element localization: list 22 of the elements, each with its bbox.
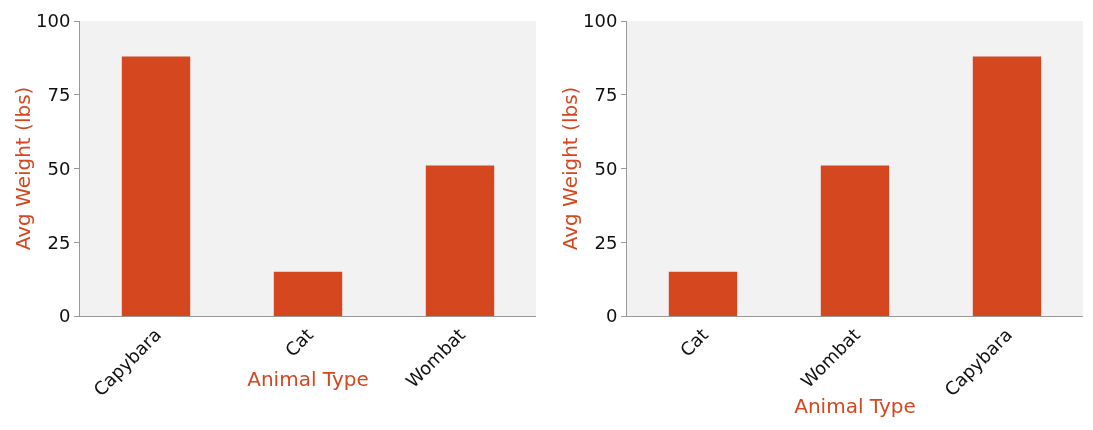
bar: [273, 271, 343, 316]
bar: [820, 165, 890, 316]
x-axis-title: Animal Type: [247, 367, 369, 391]
bar: [668, 271, 738, 316]
y-tick-label: 25: [594, 231, 618, 253]
y-tick-label: 100: [583, 10, 618, 32]
bar: [425, 165, 495, 316]
y-tick-label: 0: [58, 305, 71, 327]
x-tick-label: Cat: [675, 323, 713, 361]
y-axis-title: Avg Weight (lbs): [11, 86, 35, 251]
y-tick-label: 75: [47, 84, 71, 106]
y-tick-label: 100: [36, 10, 71, 32]
x-tick-label: Cat: [280, 323, 318, 361]
bar: [972, 56, 1042, 316]
x-axis-title: Animal Type: [794, 393, 916, 418]
y-tick-label: 75: [594, 84, 618, 106]
y-tick-label: 50: [47, 157, 71, 179]
bar: [121, 56, 191, 316]
y-tick-label: 50: [594, 157, 618, 179]
y-axis-title: Avg Weight (lbs): [558, 86, 582, 251]
y-tick-label: 25: [47, 231, 71, 253]
y-tick-label: 0: [605, 305, 618, 327]
